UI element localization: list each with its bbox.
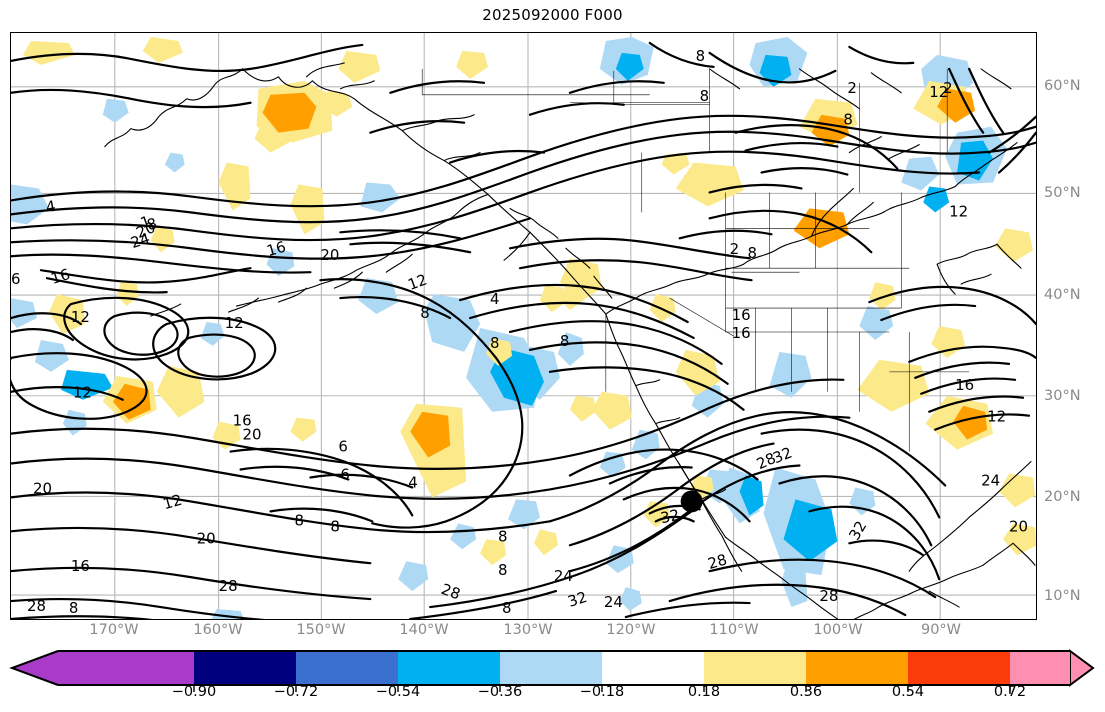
contour-label: 6 <box>340 465 350 483</box>
contour-label: 24 <box>604 593 623 611</box>
colorbar-tick-2: −0.54 <box>375 684 421 700</box>
colorbar-segments <box>12 651 1070 685</box>
contour-labels: 4 20 1 8 24 6 16 16 20 12 12 12 12 4 8 8 <box>11 47 1028 617</box>
colorbar-tick-5: 0.18 <box>687 684 721 700</box>
colorbar-tick-0: −0.90 <box>171 684 217 700</box>
contour-label: 32 <box>770 443 794 467</box>
contour-label: 8 <box>420 304 430 322</box>
contour-label: 8 <box>498 561 508 579</box>
contour-label: 20 <box>134 218 158 242</box>
lat-label-20n: 20°N <box>1044 489 1081 505</box>
page-title: 2025092000 F000 <box>482 6 623 24</box>
lon-label-170w: 170°W <box>89 622 139 638</box>
contour-label: 4 <box>490 290 500 308</box>
contour-label: 28 <box>706 550 729 573</box>
colorbar-tick-8: 0.72 <box>993 684 1027 700</box>
contour-label: 6 <box>338 438 348 456</box>
colorbar-tick-1: −0.72 <box>273 684 319 700</box>
contour-label: 4 <box>44 197 57 216</box>
contour-label: 28 <box>219 577 238 595</box>
shading-positive <box>22 36 1036 566</box>
contour-label: 16 <box>732 324 751 342</box>
contour-label: 12 <box>225 314 244 332</box>
colorbar-canvas <box>9 650 1070 692</box>
colorbar-tick-6: 0.36 <box>789 684 823 700</box>
contour-label: 8 <box>69 599 79 617</box>
contour-label: 20 <box>243 426 262 444</box>
contour-label: 32 <box>659 506 681 528</box>
contour-label: 8 <box>294 511 304 529</box>
colorbar-tick-4: −0.18 <box>579 684 625 700</box>
contour-label: 12 <box>987 408 1006 426</box>
contour-label: 8 <box>502 599 512 617</box>
lon-label-140w: 140°W <box>399 622 449 638</box>
contour-label: 16 <box>49 265 73 288</box>
contour-label: 8 <box>748 244 758 262</box>
contour-label: 8 <box>490 334 500 352</box>
lat-label-30n: 30°N <box>1044 388 1081 404</box>
lat-label-50n: 50°N <box>1044 185 1081 201</box>
lat-label-60n: 60°N <box>1044 78 1081 94</box>
contour-label: 24 <box>554 567 573 585</box>
lon-label-100w: 100°W <box>813 622 863 638</box>
contour-label: 16 <box>71 557 90 575</box>
lon-label-130w: 130°W <box>503 622 553 638</box>
map-plot-area: 4 20 1 8 24 6 16 16 20 12 12 12 12 4 8 8 <box>10 32 1037 620</box>
contour-label: 2 <box>847 79 857 97</box>
contour-lines <box>11 41 1036 619</box>
contour-label: 32 <box>845 518 870 543</box>
colorbar-outline <box>9 650 1070 686</box>
contour-label: 16 <box>732 306 751 324</box>
contour-label: 20 <box>197 529 216 547</box>
lon-label-110w: 110°W <box>709 622 759 638</box>
contour-label: 4 <box>408 473 418 491</box>
contour-label: 8 <box>700 87 710 105</box>
contour-label: 16 <box>233 412 252 430</box>
lon-label-120w: 120°W <box>606 622 656 638</box>
storm-center-marker <box>680 490 703 513</box>
contour-label: 12 <box>949 202 968 220</box>
contour-label: 20 <box>33 479 52 497</box>
contour-label: 6 <box>11 270 21 288</box>
colorbar-tick-3: −0.36 <box>477 684 523 700</box>
contour-label: 16 <box>955 376 974 394</box>
contour-label: 8 <box>330 517 340 535</box>
lon-label-160w: 160°W <box>193 622 243 638</box>
contour-label: 8 <box>498 527 508 545</box>
lon-label-90w: 90°W <box>920 622 962 638</box>
contour-label: 8 <box>560 332 570 350</box>
contour-label: 2 <box>730 240 740 258</box>
contour-label: 28 <box>27 597 46 615</box>
contour-label: 20 <box>320 246 339 264</box>
contour-label: 32 <box>566 588 590 611</box>
contour-label: 8 <box>696 47 706 65</box>
contour-label: 20 <box>1009 517 1028 535</box>
contour-label: 12 <box>161 491 184 514</box>
contour-label: 12 <box>71 308 90 326</box>
lon-label-150w: 150°W <box>296 622 346 638</box>
lat-label-10n: 10°N <box>1044 588 1081 604</box>
contour-label: 12 <box>73 384 92 402</box>
map-canvas: 4 20 1 8 24 6 16 16 20 12 12 12 12 4 8 8 <box>11 33 1036 619</box>
lat-label-40n: 40°N <box>1044 287 1081 303</box>
contour-label: 24 <box>128 229 152 252</box>
contour-label: 24 <box>981 471 1000 489</box>
colorbar <box>0 648 1105 712</box>
contour-label: 12 <box>929 83 948 101</box>
colorbar-tick-7: 0.54 <box>891 684 925 700</box>
contour-label: 28 <box>819 587 838 605</box>
contour-label: 16 <box>265 238 288 261</box>
contour-label: 2 <box>943 79 953 97</box>
contour-label: 8 <box>843 111 853 129</box>
contour-label: 28 <box>439 580 463 603</box>
contour-label: 12 <box>405 270 429 293</box>
